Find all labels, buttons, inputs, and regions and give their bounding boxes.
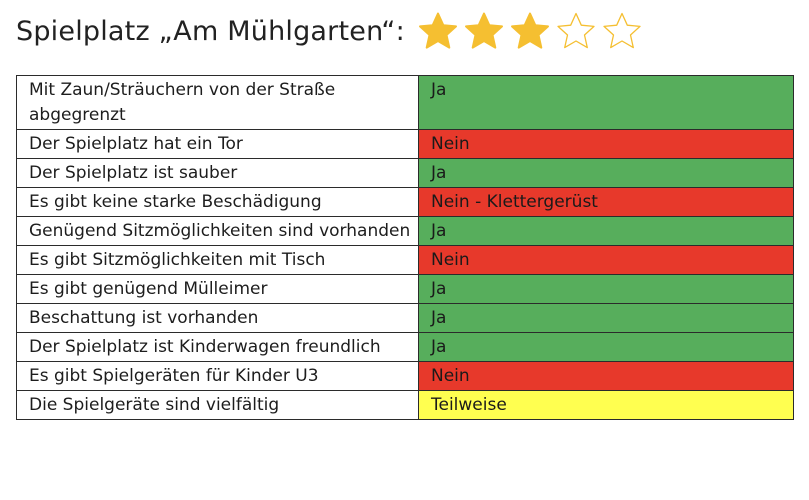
criterion-value: Ja — [418, 75, 794, 130]
criterion-label: Der Spielplatz ist sauber — [16, 158, 419, 188]
criterion-value: Ja — [418, 332, 794, 362]
table-row: Mit Zaun/Sträuchern von der Straße abgeg… — [16, 75, 794, 130]
criterion-label: Es gibt keine starke Beschädigung — [16, 187, 419, 217]
criterion-value: Ja — [418, 158, 794, 188]
star-empty-icon — [557, 12, 595, 49]
table-row: Es gibt Sitzmöglichkeiten mit Tisch Nein — [16, 245, 794, 275]
page-header: Spielplatz „Am Mühlgarten“: — [16, 8, 647, 54]
criterion-value: Nein — [418, 245, 794, 275]
criterion-value: Nein — [418, 361, 794, 391]
criterion-label: Beschattung ist vorhanden — [16, 303, 419, 333]
criterion-value: Ja — [418, 303, 794, 333]
star-empty-icon — [603, 12, 641, 49]
star-filled-icon — [464, 12, 503, 49]
criterion-label: Es gibt genügend Mülleimer — [16, 274, 419, 304]
criterion-label: Mit Zaun/Sträuchern von der Straße abgeg… — [16, 75, 419, 130]
table-row: Der Spielplatz hat ein Tor Nein — [16, 129, 794, 159]
criterion-value: Ja — [418, 216, 794, 246]
table-row: Es gibt keine starke Beschädigung Nein - … — [16, 187, 794, 217]
table-row: Es gibt Spielgeräten für Kinder U3 Nein — [16, 361, 794, 391]
criterion-value: Ja — [418, 274, 794, 304]
star-rating — [417, 11, 647, 51]
criterion-label: Genügend Sitzmöglichkeiten sind vorhande… — [16, 216, 419, 246]
checklist-table: Mit Zaun/Sträuchern von der Straße abgeg… — [16, 75, 794, 420]
table-row: Die Spielgeräte sind vielfältig Teilweise — [16, 390, 794, 420]
table-row: Genügend Sitzmöglichkeiten sind vorhande… — [16, 216, 794, 246]
table-row: Beschattung ist vorhanden Ja — [16, 303, 794, 333]
criterion-label: Es gibt Spielgeräten für Kinder U3 — [16, 361, 419, 391]
criterion-label: Der Spielplatz hat ein Tor — [16, 129, 419, 159]
star-filled-icon — [510, 12, 549, 49]
criterion-label: Es gibt Sitzmöglichkeiten mit Tisch — [16, 245, 419, 275]
table-row: Es gibt genügend Mülleimer Ja — [16, 274, 794, 304]
star-filled-icon — [418, 12, 457, 49]
criterion-value: Nein — [418, 129, 794, 159]
criterion-label: Die Spielgeräte sind vielfältig — [16, 390, 419, 420]
criterion-label: Der Spielplatz ist Kinderwagen freundlic… — [16, 332, 419, 362]
table-row: Der Spielplatz ist sauber Ja — [16, 158, 794, 188]
table-row: Der Spielplatz ist Kinderwagen freundlic… — [16, 332, 794, 362]
page-title: Spielplatz „Am Mühlgarten“: — [16, 15, 405, 47]
criterion-value: Nein - Klettergerüst — [418, 187, 794, 217]
criterion-value: Teilweise — [418, 390, 794, 420]
